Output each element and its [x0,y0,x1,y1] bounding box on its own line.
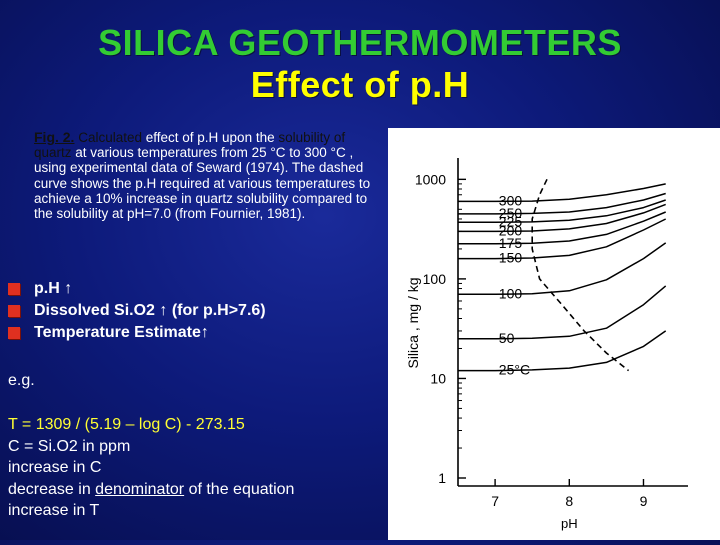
eq4-a: decrease in [8,480,96,498]
y-tick-label: 10 [430,370,446,386]
x-axis-label: pH [561,516,578,531]
series-label: 150 [499,250,523,266]
caption-text-2: effect of p.H upon the [145,130,275,145]
title-line: SILICA GEOTHERMOMETERS [98,22,622,63]
x-tick-label: 9 [640,493,648,509]
eq4-denominator: denominator [95,480,185,498]
slide-title: SILICA GEOTHERMOMETERS Effect of p.H [0,22,720,106]
equation-line-3: increase in C [8,459,102,476]
series-label: 175 [499,235,523,251]
y-tick-label: 1 [438,470,446,486]
chart-panel: 1 10 100 1000 7 8 9 pH Silica , mg / kg 300 250 225… [388,128,720,540]
equation-line-5: increase in T [8,502,100,519]
bullet-list: p.H ↑ Dissolved Si.O2 ↑ (for p.H>7.6) Te… [8,278,388,344]
up-arrow-icon: ↑ [64,280,73,297]
subtitle-line: Effect of p.H [250,64,470,105]
caption-text-3: solubility of quartz [34,130,346,161]
series-label: 50 [499,330,515,346]
series-label: 225 [499,213,523,229]
series-line [458,285,667,340]
y-axis-label: Silica , mg / kg [405,277,421,368]
series-line [458,199,666,224]
series-label: 300 [499,192,523,208]
bullet-ph: p.H ↑ [8,278,388,300]
series-label: 250 [499,205,523,221]
up-arrow-icon: ↑ [159,302,168,319]
bullet-suffix: (for p.H>7.6) [167,302,266,319]
y-tick-label: 1000 [415,171,446,187]
y-tick-label: 100 [423,271,447,287]
equation-line-4: decrease in denominator of the equation [8,479,294,501]
bullet-text: Temperature Estimate [34,324,201,341]
bullet-dissolved-sio2: Dissolved Si.O2 ↑ (for p.H>7.6) [8,300,388,322]
equations-block: T = 1309 / (5.19 – log C) - 273.15 C = S… [8,414,294,522]
equation-line-1: T = 1309 / (5.19 – log C) - 273.15 [8,416,245,433]
dashed-curve [531,178,630,372]
bullet-text: p.H [34,280,65,297]
eq4-c: of the equation [184,480,295,498]
series-line [458,183,666,203]
series-label: 25°C [499,362,530,378]
silica-ph-chart: 1 10 100 1000 7 8 9 pH Silica , mg / kg 300250225… [405,158,688,531]
bullet-text: Dissolved Si.O2 [34,302,160,319]
figure-caption: Fig. 2. Calculated effect of p.H upon th… [34,129,374,222]
x-tick-label: 7 [491,493,499,509]
series-line [458,211,666,245]
series-line [458,203,666,233]
series-line [458,242,667,296]
caption-fig-label: Fig. 2. [34,129,75,145]
up-arrow-icon: ↑ [200,324,209,341]
caption-text-1: Calculated [74,130,146,145]
bullet-temperature-estimate: Temperature Estimate↑ [8,322,388,344]
series-label: 100 [499,285,523,301]
equation-line-2: C = Si.O2 in ppm [8,437,131,455]
series-label: 200 [499,222,523,238]
caption-text-4: at various temperatures from 25 °C to 30… [34,145,371,222]
eg-label: e.g. [8,372,35,389]
series-line [458,330,667,372]
x-tick-label: 8 [565,493,573,509]
series-line [458,218,667,260]
series-line [458,192,666,215]
